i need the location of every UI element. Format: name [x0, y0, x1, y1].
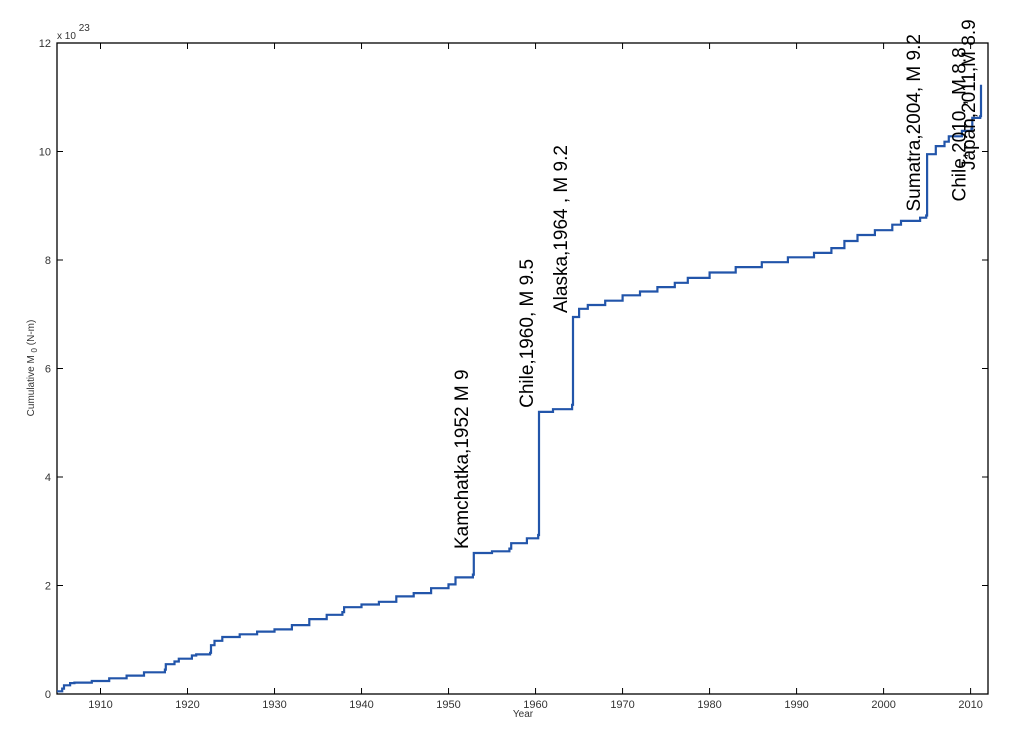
- y-tick-label: 6: [45, 364, 51, 376]
- y-multiplier-exponent: 23: [79, 23, 91, 34]
- x-tick-label: 1940: [349, 699, 373, 711]
- y-multiplier-base: x 10: [57, 31, 76, 42]
- x-tick-label: 2010: [958, 699, 982, 711]
- y-tick-label: 8: [45, 255, 51, 267]
- y-tick-label: 12: [39, 38, 51, 50]
- x-tick-label: 1990: [784, 699, 808, 711]
- earthquake-annotation: Kamchatka,1952 M 9: [452, 369, 473, 549]
- y-tick-label: 10: [39, 147, 51, 159]
- x-tick-label: 1910: [88, 699, 112, 711]
- x-tick-label: 2000: [871, 699, 895, 711]
- ticks-layer: 1910 1920 1930 1940 1950 1960 1970 1980 1990 2000…: [39, 38, 988, 711]
- x-tick-label: 1960: [523, 699, 547, 711]
- y-tick-label: 0: [45, 689, 51, 701]
- x-tick-label: 1930: [262, 699, 286, 711]
- earthquake-annotation: Sumatra,2004, M 9.2: [904, 34, 925, 211]
- earthquake-annotation: Chile,2010 , M 8.8: [950, 47, 971, 201]
- cumulative-moment-line: [57, 84, 983, 693]
- x-tick-label: 1980: [697, 699, 721, 711]
- x-tick-label: 1950: [436, 699, 460, 711]
- y-axis-label-suffix: (N-m): [26, 320, 37, 346]
- y-tick-label: 4: [45, 472, 51, 484]
- y-axis-label-prefix: Cumulative M: [26, 355, 37, 416]
- x-tick-label: 1920: [175, 699, 199, 711]
- earthquake-annotation: Chile,1960, M 9.5: [517, 259, 538, 408]
- y-multiplier: x 10 23: [57, 23, 90, 42]
- y-axis-label: Cumulative M 0 (N-m): [26, 320, 40, 417]
- earthquake-annotation: Japan,2011,M 8.9: [959, 19, 980, 170]
- annotations-layer: Kamchatka,1952 M 9 Chile,1960, M 9.5 Alask…: [452, 19, 980, 549]
- y-axis-label-subscript: 0: [30, 347, 39, 352]
- x-axis-label: Year: [513, 709, 534, 720]
- x-tick-label: 1970: [610, 699, 634, 711]
- y-tick-label: 2: [45, 581, 51, 593]
- earthquake-annotation: Alaska,1964 , M 9.2: [551, 145, 572, 313]
